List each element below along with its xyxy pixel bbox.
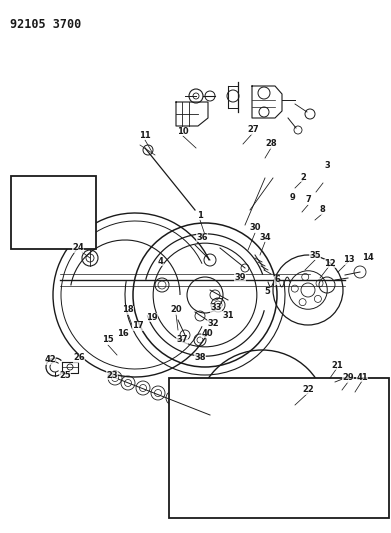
Text: 12: 12 [324, 259, 336, 268]
Text: 15: 15 [102, 335, 114, 344]
Text: 16: 16 [117, 328, 129, 337]
Text: 9: 9 [290, 193, 296, 203]
Text: 20: 20 [170, 305, 182, 314]
Text: 19: 19 [146, 312, 158, 321]
Text: 27: 27 [247, 125, 259, 134]
Text: 7: 7 [305, 196, 311, 205]
Text: 31: 31 [222, 311, 234, 319]
Bar [11, 176, 96, 249]
Text: 41: 41 [356, 373, 368, 382]
Bar [169, 378, 389, 518]
Text: 3: 3 [324, 160, 330, 169]
Text: 6: 6 [274, 276, 280, 285]
Text: 24: 24 [72, 244, 84, 253]
Text: 1: 1 [197, 211, 203, 220]
Text: 35: 35 [309, 251, 321, 260]
Text: 11: 11 [139, 131, 151, 140]
Text: 2: 2 [300, 173, 306, 182]
Text: 18: 18 [122, 305, 134, 314]
Text: 37: 37 [176, 335, 188, 344]
Text: 28: 28 [265, 140, 277, 149]
Text: 5: 5 [264, 287, 270, 295]
Text: 36: 36 [196, 232, 208, 241]
Text: 25: 25 [59, 370, 71, 379]
Text: 10: 10 [177, 126, 189, 135]
Text: 40: 40 [201, 328, 213, 337]
Text: 21: 21 [331, 360, 343, 369]
Text: 17: 17 [132, 321, 144, 330]
Text: 92105 3700: 92105 3700 [10, 18, 81, 31]
Text: 8: 8 [319, 206, 325, 214]
Text: 39: 39 [234, 273, 246, 282]
Text: 4: 4 [158, 256, 164, 265]
Text: 26: 26 [73, 353, 85, 362]
Text: 13: 13 [343, 255, 355, 264]
Text: 30: 30 [249, 223, 261, 232]
Text: 33: 33 [210, 303, 222, 312]
Text: 34: 34 [259, 232, 271, 241]
Text: 38: 38 [194, 353, 206, 362]
Text: 32: 32 [207, 319, 219, 327]
Text: 29: 29 [342, 374, 354, 383]
Text: 22: 22 [302, 385, 314, 394]
Text: 14: 14 [362, 254, 374, 262]
Text: 23: 23 [106, 370, 118, 379]
Text: 42: 42 [44, 356, 56, 365]
